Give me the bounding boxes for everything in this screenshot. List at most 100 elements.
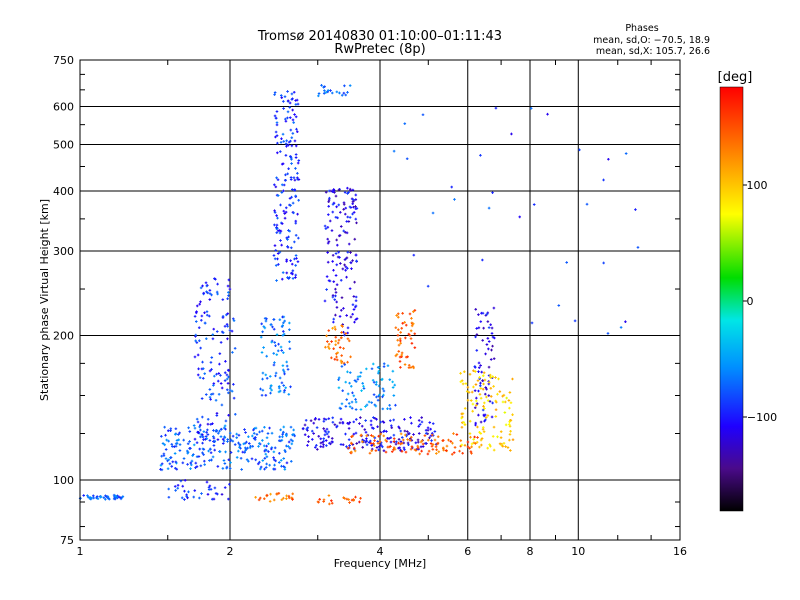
- data-point: [341, 443, 345, 447]
- data-point: [477, 389, 480, 393]
- data-point: [511, 438, 515, 442]
- colorbar-tick-label-minus-100: −100: [747, 411, 777, 424]
- data-point: [284, 450, 287, 454]
- data-point: [265, 494, 269, 497]
- data-point: [338, 234, 342, 237]
- data-point: [453, 446, 457, 449]
- data-point: [470, 390, 474, 394]
- data-point: [404, 323, 408, 327]
- data-point: [423, 442, 427, 445]
- data-point: [314, 417, 317, 420]
- data-point: [509, 449, 512, 452]
- data-point: [294, 233, 298, 237]
- data-point: [195, 441, 199, 444]
- stats-heading: Phases: [625, 23, 658, 34]
- data-point: [273, 223, 276, 227]
- data-point: [279, 239, 282, 242]
- data-point: [459, 439, 463, 442]
- data-point: [335, 238, 338, 242]
- x-tick-label: 4: [377, 545, 384, 558]
- data-point: [285, 236, 289, 240]
- data-point: [322, 437, 326, 440]
- data-point: [472, 441, 476, 445]
- data-point: [491, 401, 494, 405]
- data-point: [291, 269, 295, 273]
- data-point: [471, 409, 474, 413]
- data-point: [476, 379, 480, 382]
- data-point: [492, 448, 496, 452]
- data-point: [317, 434, 321, 438]
- data-point: [181, 461, 185, 465]
- data-point: [364, 405, 367, 408]
- data-point: [327, 417, 331, 420]
- data-point: [390, 450, 394, 453]
- data-point: [480, 370, 483, 374]
- data-point: [354, 205, 357, 208]
- data-point: [326, 89, 330, 92]
- data-point: [481, 408, 485, 412]
- data-point: [379, 420, 382, 424]
- data-point: [348, 371, 352, 374]
- data-point: [374, 383, 378, 386]
- data-point: [494, 106, 498, 110]
- data-point: [470, 445, 473, 449]
- data-point: [206, 433, 210, 436]
- data-point: [489, 395, 493, 398]
- data-point: [331, 416, 335, 420]
- data-point: [282, 183, 286, 187]
- data-point: [399, 331, 402, 334]
- data-point: [461, 382, 465, 386]
- data-point: [426, 284, 430, 288]
- data-point: [396, 338, 399, 342]
- data-point: [354, 295, 358, 299]
- data-point: [489, 387, 493, 390]
- data-point: [482, 413, 486, 417]
- data-point: [212, 436, 216, 440]
- data-point: [250, 457, 254, 461]
- data-point: [292, 211, 295, 215]
- data-point: [412, 310, 415, 313]
- data-point: [487, 206, 491, 210]
- data-point: [263, 317, 267, 320]
- data-point: [217, 431, 220, 435]
- data-point: [270, 340, 273, 344]
- data-point: [296, 161, 300, 165]
- data-point: [339, 407, 343, 410]
- data-point: [289, 139, 292, 143]
- data-point: [194, 320, 198, 323]
- data-point: [361, 446, 364, 449]
- data-point: [205, 310, 209, 313]
- data-point: [294, 153, 298, 156]
- data-point: [274, 374, 277, 378]
- data-point: [358, 500, 361, 504]
- data-point: [355, 418, 358, 421]
- data-point: [530, 321, 534, 325]
- data-point: [165, 438, 168, 442]
- data-point: [245, 440, 248, 444]
- data-point: [232, 383, 235, 386]
- data-point: [326, 260, 330, 264]
- data-point: [342, 208, 345, 211]
- data-point: [369, 442, 373, 445]
- data-point: [166, 429, 170, 433]
- data-point: [343, 497, 346, 500]
- data-point: [227, 458, 231, 462]
- data-point: [475, 396, 478, 400]
- data-point: [269, 386, 272, 390]
- y-tick-label: 500: [53, 139, 74, 152]
- data-point: [220, 330, 224, 334]
- data-point: [357, 440, 361, 444]
- data-point: [412, 253, 416, 257]
- data-point: [260, 393, 264, 397]
- data-point: [331, 326, 334, 330]
- data-point: [463, 444, 467, 447]
- data-point: [406, 438, 409, 441]
- data-point: [285, 139, 288, 143]
- data-point: [359, 371, 363, 374]
- data-point: [160, 454, 163, 458]
- data-point: [377, 369, 381, 373]
- data-point: [209, 448, 212, 451]
- data-point: [342, 347, 345, 350]
- data-point: [493, 336, 496, 340]
- data-point: [335, 90, 339, 94]
